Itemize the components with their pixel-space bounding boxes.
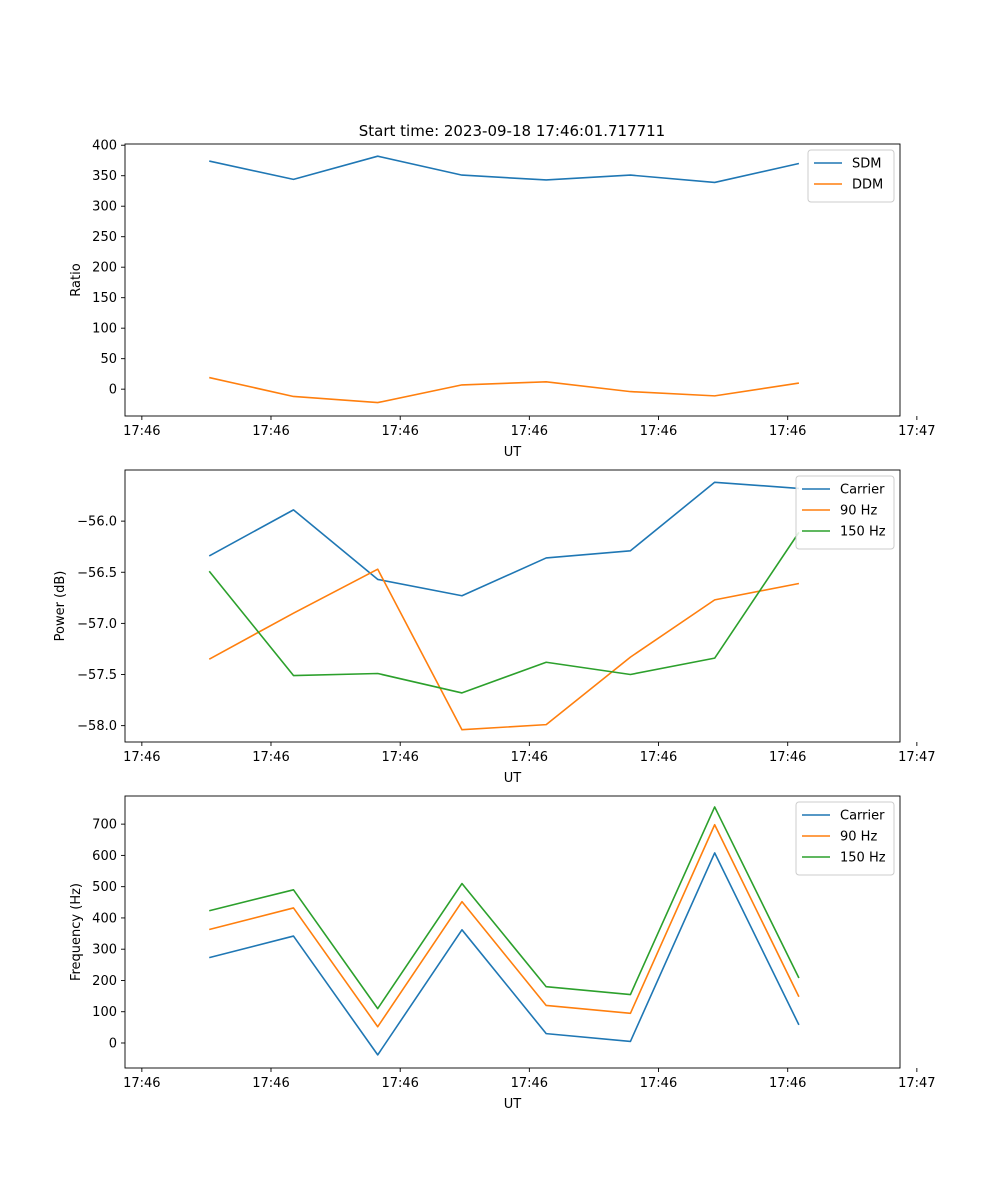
y-tick-label: 0	[109, 1036, 117, 1051]
legend: Carrier 90 Hz 150 Hz	[795, 475, 895, 550]
x-tick-label: 17:46	[381, 750, 418, 765]
y-tick-label: 150	[92, 291, 117, 306]
chart-panel-1: 17:46 17:46 17:46 17:46 17:46 17:46 17:47 0 50 10…	[69, 139, 936, 460]
legend-entry-label: 90 Hz	[840, 504, 877, 519]
legend-entry-label: 90 Hz	[840, 830, 877, 845]
series-line-90-hz	[209, 823, 800, 1028]
x-tick-label: 17:47	[898, 424, 935, 439]
figure-title: Start time: 2023-09-18 17:46:01.717711	[359, 122, 665, 140]
axes-frame	[124, 143, 901, 417]
y-tick-label: 0	[109, 383, 117, 398]
x-tick-label: 17:46	[123, 424, 160, 439]
legend-entry-label: 150 Hz	[840, 525, 886, 540]
y-axis-label: Power (dB)	[53, 571, 68, 642]
x-tick-label: 17:46	[123, 750, 160, 765]
x-axis-label: UT	[504, 1097, 522, 1112]
x-tick-label: 17:46	[769, 1076, 806, 1091]
series-line-carrier	[208, 481, 799, 597]
x-tick-label: 17:46	[511, 424, 548, 439]
y-tick-label: 50	[100, 352, 117, 367]
y-tick-label: −56.5	[77, 566, 117, 581]
x-tick-label: 17:46	[769, 424, 806, 439]
y-tick-label: 200	[92, 261, 117, 276]
legend-entry-label: 150 Hz	[840, 851, 886, 866]
series-line-150-hz	[209, 806, 800, 1010]
y-tick-label: −56.0	[77, 515, 117, 530]
y-tick-label: 100	[92, 1005, 117, 1020]
x-tick-label: 17:47	[898, 1076, 935, 1091]
x-tick-label: 17:46	[252, 1076, 289, 1091]
y-tick-label: 400	[92, 139, 117, 154]
series-line-150-hz	[208, 531, 800, 694]
y-tick-label: 300	[92, 943, 117, 958]
y-tick-label: 300	[92, 200, 117, 215]
y-tick-label: 700	[92, 818, 117, 833]
axes-frame	[124, 469, 901, 743]
x-tick-label: 17:46	[252, 424, 289, 439]
y-tick-label: 200	[92, 974, 117, 989]
x-tick-label: 17:46	[769, 750, 806, 765]
series-line-ddm	[209, 376, 800, 404]
y-tick-label: −57.0	[77, 617, 117, 632]
y-axis-label: Ratio	[69, 263, 84, 296]
legend-entry-label: SDM	[852, 157, 881, 172]
x-axis-label: UT	[504, 771, 522, 786]
series-line-carrier	[209, 852, 800, 1056]
axes-frame	[124, 795, 901, 1069]
y-tick-label: 100	[92, 322, 117, 337]
y-tick-label: 400	[92, 911, 117, 926]
x-tick-label: 17:46	[511, 750, 548, 765]
y-tick-label: 500	[92, 880, 117, 895]
legend-entry-label: Carrier	[840, 483, 885, 498]
x-tick-label: 17:47	[898, 750, 935, 765]
y-tick-label: −58.0	[77, 719, 117, 734]
x-tick-label: 17:46	[123, 1076, 160, 1091]
legend-entry-label: DDM	[852, 178, 883, 193]
x-axis-label: UT	[504, 445, 522, 460]
legend: Carrier 90 Hz 150 Hz	[795, 801, 895, 876]
y-tick-label: 250	[92, 230, 117, 245]
y-tick-label: −57.5	[77, 668, 117, 683]
x-tick-label: 17:46	[381, 424, 418, 439]
y-tick-label: 350	[92, 169, 117, 184]
x-tick-label: 17:46	[640, 750, 677, 765]
x-tick-label: 17:46	[511, 1076, 548, 1091]
chart-panel-2: 17:46 17:46 17:46 17:46 17:46 17:46 17:47 −58.0…	[53, 469, 936, 786]
series-line-90-hz	[208, 568, 800, 731]
series-line-sdm	[209, 155, 800, 184]
x-tick-label: 17:46	[252, 750, 289, 765]
x-tick-label: 17:46	[640, 424, 677, 439]
x-tick-label: 17:46	[640, 1076, 677, 1091]
chart-panel-3: 17:46 17:46 17:46 17:46 17:46 17:46 17:47 0 100 2…	[69, 795, 936, 1112]
y-axis-label: Frequency (Hz)	[69, 883, 84, 981]
legend-entry-label: Carrier	[840, 809, 885, 824]
legend: SDM DDM	[807, 149, 895, 203]
x-tick-label: 17:46	[381, 1076, 418, 1091]
y-tick-label: 600	[92, 849, 117, 864]
